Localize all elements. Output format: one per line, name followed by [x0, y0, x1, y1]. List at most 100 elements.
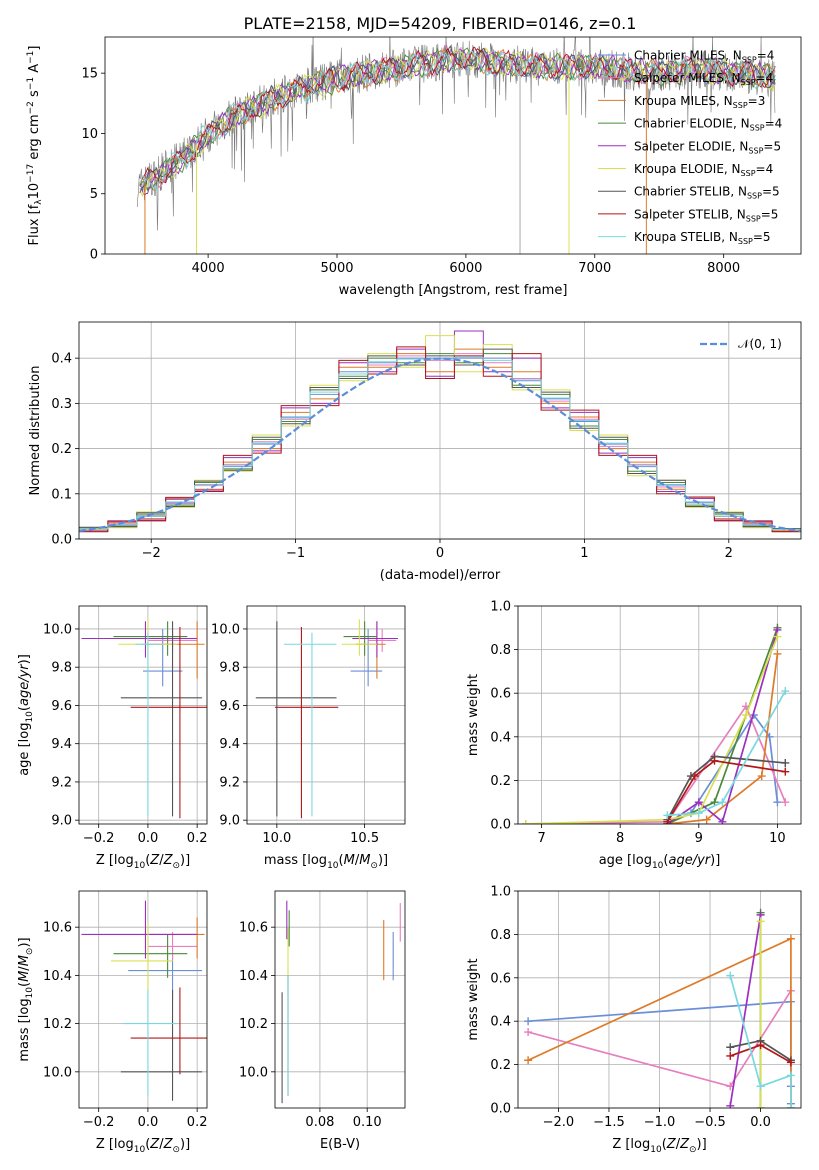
y-tick-label: 0.6 — [490, 687, 511, 702]
series-point — [663, 811, 672, 820]
errorbar-chabrier-stelib — [120, 621, 203, 817]
series-point — [773, 649, 782, 658]
y-tick-label: 0.8 — [490, 643, 511, 658]
axes-frame — [78, 321, 802, 540]
errorbar-salpeter-stelib — [275, 627, 339, 819]
x-tick-label: 0.2 — [187, 1115, 208, 1130]
series-point — [702, 815, 711, 824]
y-tick-label: 10.0 — [211, 622, 240, 637]
x-tick-label: 10.5 — [350, 831, 379, 846]
axes-frame — [517, 605, 802, 825]
errorbar-salpeter-elodie — [81, 900, 198, 959]
series-point — [726, 971, 735, 980]
series-point — [786, 1071, 795, 1080]
y-tick-label: 0.2 — [490, 1058, 511, 1073]
legend-label: Salpeter STELIB, NSSP=5 — [634, 207, 778, 223]
errorbar-salpeter-miles — [147, 931, 198, 961]
series-point — [718, 798, 727, 807]
series-salpeter-stelib — [726, 1041, 795, 1067]
y-tick-label: 0.2 — [490, 774, 511, 789]
y-tick-label: 9.6 — [51, 699, 72, 714]
y-tick-label: 9.0 — [219, 814, 240, 829]
x-tick-label: −0.2 — [83, 831, 115, 846]
series-kroupa-stelib — [663, 687, 790, 820]
series-point — [710, 798, 719, 807]
series-line — [667, 653, 779, 824]
series-point — [726, 1051, 735, 1060]
errorbar-kroupa-elodie — [341, 619, 377, 656]
series-kroupa-miles — [524, 934, 795, 1108]
series-point — [781, 798, 790, 807]
y-axis-label: age [log10(age/yr)] — [17, 654, 35, 776]
y-tick-label: 10.4 — [43, 969, 72, 984]
y-axis-label: mass weight — [466, 674, 481, 756]
panel-spectrum: 4000 5000 6000 7000 8000 0 5 10 15 wavelength [An… — [26, 36, 802, 298]
y-tick-label: 9.8 — [219, 661, 240, 676]
panel-z-weight: −2.0 −1.5 −1.0 −0.5 0.0 0.0 0.2 0.4 0.6 0.8 1.0 Z [… — [466, 885, 802, 1155]
figure-title: PLATE=2158, MJD=54209, FIBERID=0146, z=0… — [244, 14, 637, 33]
series-line — [729, 975, 792, 1108]
series-kroupa-elodie — [521, 632, 782, 824]
x-axis-label: (data-model)/error — [380, 568, 501, 583]
errorbar-chabrier-stelib — [120, 989, 203, 1101]
y-tick-label: 9.4 — [219, 737, 240, 752]
series-salpeter-elodie — [663, 625, 782, 824]
y-tick-label: 9.0 — [51, 814, 72, 829]
series-point — [521, 820, 530, 824]
y-tick-label: 9.2 — [219, 775, 240, 790]
x-tick-label: −1.0 — [644, 1115, 676, 1130]
series-point — [756, 1082, 765, 1091]
y-tick-label: 9.2 — [51, 775, 72, 790]
x-tick-label: 6000 — [449, 261, 482, 276]
x-tick-label: 5000 — [320, 261, 353, 276]
model-spectrum-chabrier-stelib — [139, 45, 776, 194]
x-tick-label: 9 — [695, 831, 703, 846]
y-tick-label: 10.6 — [43, 921, 72, 936]
errorbar-salpeter-stelib — [130, 987, 207, 1075]
errorbar-kroupa-miles — [355, 621, 386, 679]
series-point — [741, 711, 750, 719]
x-axis-label: age [log10(age/yr)] — [599, 853, 721, 871]
y-tick-label: 1.0 — [490, 885, 511, 900]
x-axis-label: Z [log10(Z/Z⊙)] — [96, 853, 190, 871]
y-tick-label: 0.4 — [490, 1015, 511, 1030]
plot-area — [255, 619, 398, 819]
series-point — [726, 1043, 735, 1052]
legend-label: Kroupa MILES, NSSP=3 — [634, 94, 765, 110]
y-tick-label: 0.0 — [490, 818, 511, 833]
series-line — [666, 629, 779, 824]
y-tick-label: 0.2 — [51, 442, 72, 457]
errorbar-salpeter-stelib — [130, 627, 207, 819]
legend-label: 𝒩(0, 1) — [738, 337, 782, 351]
legend-label: Chabrier STELIB, NSSP=5 — [634, 185, 780, 201]
x-tick-label: −1 — [286, 546, 305, 561]
series-point — [773, 632, 782, 641]
errorbar-kroupa-elodie — [111, 922, 173, 990]
y-tick-label: 0.4 — [490, 730, 511, 745]
x-tick-label: −2.0 — [543, 1115, 575, 1130]
series-point — [757, 772, 766, 781]
y-tick-label: 10 — [81, 127, 98, 142]
x-tick-label: 8 — [616, 831, 624, 846]
series-salpeter-elodie — [726, 910, 765, 1108]
x-axis-label: wavelength [Angstrom, rest frame] — [339, 283, 568, 298]
series-line — [666, 755, 786, 821]
series-point — [756, 917, 765, 926]
plot-area — [281, 900, 401, 1104]
axes-frame — [78, 605, 208, 825]
y-tick-label: 9.4 — [51, 737, 72, 752]
errorbar-chabrier-elodie — [113, 934, 188, 978]
series-point — [781, 687, 790, 696]
errorbar-kroupa-stelib — [283, 632, 337, 817]
errorbar-kroupa-stelib — [135, 632, 163, 817]
x-tick-label: 0.0 — [138, 831, 159, 846]
x-tick-label: 4000 — [192, 261, 225, 276]
x-tick-label: 0.10 — [353, 1115, 382, 1130]
series-point — [524, 1056, 533, 1065]
x-tick-label: 7000 — [578, 261, 611, 276]
y-tick-label: 10.0 — [239, 1065, 268, 1080]
x-tick-label: −1.5 — [593, 1115, 625, 1130]
x-axis-label: Z [log10(Z/Z⊙)] — [612, 1137, 706, 1155]
y-tick-label: 10.4 — [239, 969, 268, 984]
panel-residuals: −2 −1 0 1 2 0.0 0.1 0.2 0.3 0.4 𝒩(0, 1) (data-model… — [28, 321, 802, 583]
